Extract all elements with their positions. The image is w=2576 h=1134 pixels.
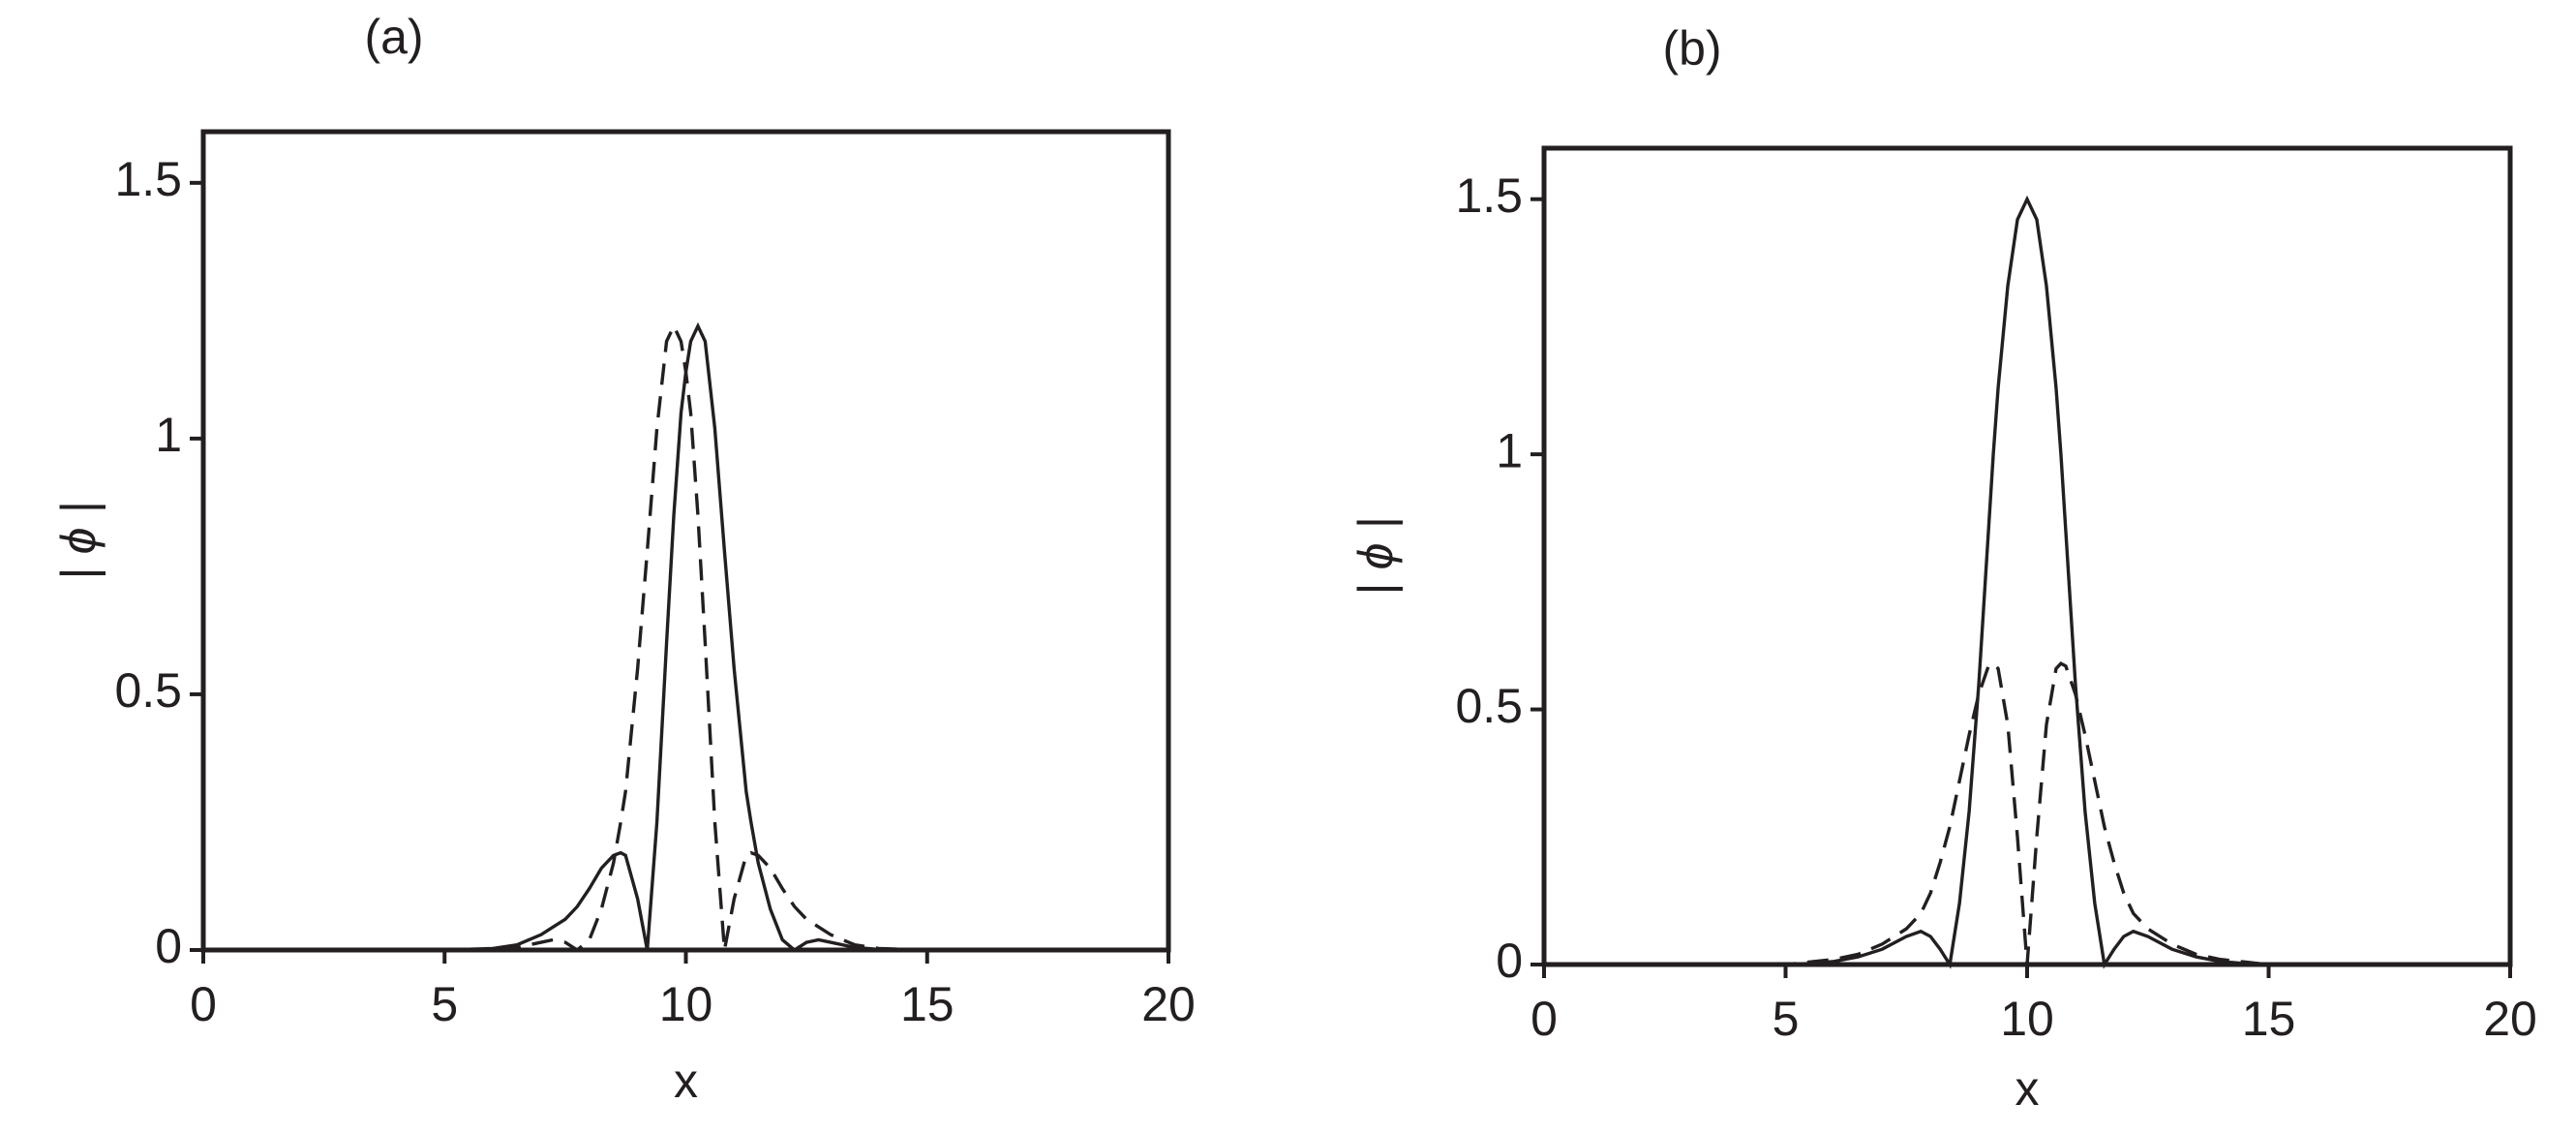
y-tick-label: 0 bbox=[1496, 934, 1523, 988]
x-axis-label: x bbox=[2015, 1061, 2040, 1116]
y-tick-label: 0.5 bbox=[114, 663, 182, 718]
x-tick-label: 5 bbox=[1773, 992, 1800, 1046]
data-line bbox=[1544, 661, 2510, 966]
x-tick-label: 0 bbox=[1530, 992, 1558, 1046]
y-tick-label: 1.5 bbox=[114, 152, 182, 206]
x-tick-label: 10 bbox=[2000, 992, 2054, 1046]
y-tick-label: 1 bbox=[155, 408, 182, 462]
y-tick-label: 1.5 bbox=[1455, 169, 1523, 223]
y-axis-label: | ϕ | bbox=[51, 502, 106, 581]
plot-frame bbox=[1541, 145, 2513, 967]
panel: (a) 0 0.5 1 1.5 0 5 10 15 20 x | ϕ | bbox=[51, 10, 1196, 1108]
x-tick-label: 5 bbox=[431, 977, 458, 1031]
x-axis-label: x bbox=[674, 1054, 698, 1108]
x-tick-label: 15 bbox=[900, 977, 955, 1031]
x-tick-label: 10 bbox=[659, 977, 713, 1031]
y-tick-label: 1 bbox=[1496, 423, 1523, 477]
plot-frame bbox=[200, 129, 1171, 953]
x-tick-label: 20 bbox=[1141, 977, 1196, 1031]
panel: (b) 0 0.5 1 1.5 0 5 10 15 20 x | ϕ | bbox=[1349, 21, 2537, 1116]
x-tick-label: 20 bbox=[2483, 992, 2537, 1046]
data-line bbox=[1544, 195, 2510, 969]
x-tick-label: 0 bbox=[190, 977, 217, 1031]
y-tick-label: 0.5 bbox=[1455, 679, 1523, 733]
data-line bbox=[203, 322, 1168, 953]
y-tick-label: 0 bbox=[155, 919, 182, 973]
panel-title: (a) bbox=[364, 10, 423, 64]
x-tick-label: 15 bbox=[2242, 992, 2296, 1046]
panel-title: (b) bbox=[1662, 21, 1721, 76]
data-line bbox=[203, 322, 1168, 953]
y-axis-label: | ϕ | bbox=[1349, 517, 1404, 597]
